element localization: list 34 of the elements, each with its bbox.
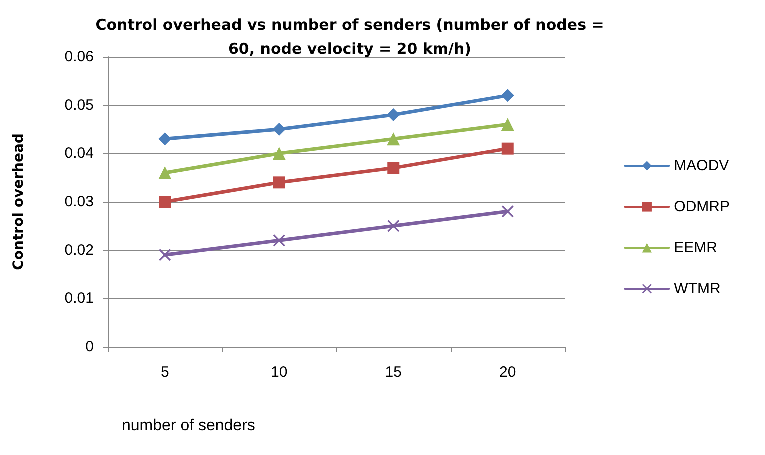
point [158, 132, 172, 146]
point [387, 108, 400, 122]
legend-label: WTMR [674, 280, 721, 298]
legend-label: EEMR [674, 240, 718, 256]
point [502, 142, 514, 155]
point [388, 220, 400, 232]
y-tick-label: 0.05 [64, 96, 94, 114]
legend-label: ODMRP [674, 198, 730, 216]
point [272, 147, 286, 160]
point [388, 162, 400, 174]
x-tick-label: 20 [500, 364, 516, 381]
point [501, 118, 514, 132]
point [387, 132, 400, 146]
point [159, 196, 172, 208]
point [273, 234, 286, 247]
y-tick-label: 0.04 [64, 145, 94, 162]
point [501, 89, 514, 102]
y-tick-label: 0.01 [64, 290, 94, 308]
point [272, 123, 286, 136]
point [158, 166, 172, 180]
point [159, 249, 172, 262]
point [502, 206, 514, 218]
y-axis-title: Control overhead [11, 134, 27, 270]
y-tick-label: 0.02 [64, 242, 94, 259]
chart-title: Control overhead vs number of senders (number of nodes = 60, node velocity = 20 km/h) [96, 16, 604, 58]
y-tick-label: 0.06 [64, 48, 94, 66]
legend-label: MAODV [674, 158, 730, 174]
y-tick-label: 0.03 [64, 194, 94, 210]
x-axis-title: number of senders [122, 418, 256, 434]
point [273, 176, 286, 189]
x-tick-label: 5 [160, 364, 170, 381]
y-tick-label: 0 [86, 338, 94, 356]
x-tick-label: 10 [271, 364, 288, 381]
x-tick-label: 15 [385, 364, 402, 381]
